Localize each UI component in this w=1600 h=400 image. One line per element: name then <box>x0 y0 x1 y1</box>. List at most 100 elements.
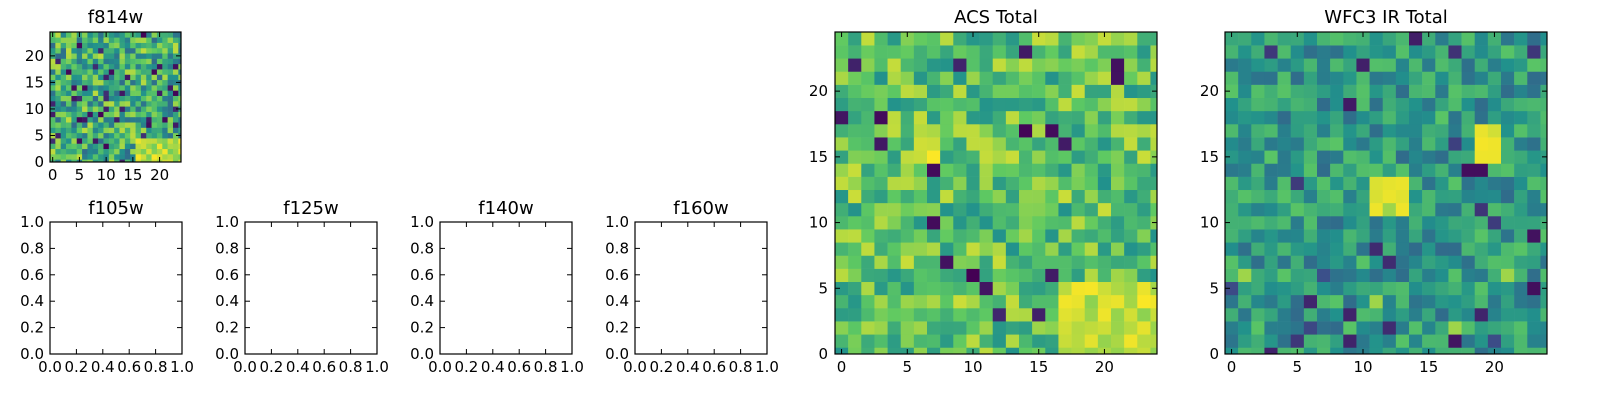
heatmap-cell <box>1111 255 1125 269</box>
heatmap-cell <box>1501 281 1515 296</box>
panel-title-acs-total: ACS Total <box>954 7 1038 28</box>
heatmap-cell <box>66 47 72 54</box>
heatmap-cell <box>124 106 131 112</box>
heatmap-cell <box>1382 84 1397 99</box>
heatmap-cell <box>1395 71 1410 85</box>
heatmap-cell <box>1058 268 1072 283</box>
heatmap-cell <box>1369 202 1384 217</box>
panel-title-f125w: f125w <box>283 198 338 219</box>
heatmap-cell <box>1111 32 1125 46</box>
heatmap-cell <box>1251 45 1265 59</box>
heatmap-cell <box>1124 176 1138 191</box>
heatmap-cell <box>119 154 126 160</box>
heatmap-cell <box>1422 163 1436 177</box>
x-tick-label: 0.2 <box>259 358 283 376</box>
heatmap-cell <box>848 45 862 59</box>
heatmap-cell <box>1058 229 1072 243</box>
heatmap-cell <box>900 229 915 243</box>
heatmap-cell <box>1422 150 1436 164</box>
heatmap-cell <box>1474 58 1489 72</box>
heatmap-cell <box>1019 308 1033 322</box>
heatmap-cell <box>979 32 994 46</box>
heatmap-cell <box>108 90 115 96</box>
heatmap-cell <box>1382 229 1397 243</box>
plot-area <box>50 222 182 354</box>
heatmap-cell <box>835 97 849 112</box>
heatmap-cell <box>82 42 88 49</box>
heatmap-cell <box>1395 268 1410 283</box>
heatmap-cell <box>156 132 163 139</box>
heatmap-cell <box>1330 45 1344 59</box>
heatmap-cell <box>98 53 104 59</box>
heatmap-cell <box>900 124 915 138</box>
heatmap-cell <box>178 58 182 65</box>
heatmap-cell <box>874 268 888 283</box>
heatmap-cell <box>167 63 174 70</box>
heatmap-cell <box>1019 334 1033 348</box>
heatmap-cell <box>76 47 83 54</box>
heatmap-cell <box>167 143 174 150</box>
heatmap-cell <box>82 143 88 150</box>
heatmap-cell <box>66 159 72 163</box>
heatmap-cell <box>874 242 888 256</box>
heatmap-cell <box>1422 97 1436 112</box>
heatmap-cell <box>927 58 941 72</box>
heatmap-cell <box>114 95 120 102</box>
heatmap-cell <box>130 90 136 96</box>
heatmap-cell <box>55 32 61 38</box>
heatmap-cell <box>151 85 158 91</box>
heatmap-cell <box>1474 189 1489 204</box>
heatmap-cell <box>1382 32 1397 46</box>
heatmap-cell <box>178 74 182 81</box>
x-tick-label: 1.0 <box>170 358 194 376</box>
heatmap-cell <box>913 229 928 243</box>
heatmap-cell <box>979 242 994 256</box>
heatmap-cell <box>119 79 126 86</box>
heatmap-cell <box>1474 110 1489 125</box>
heatmap-cell <box>66 90 72 96</box>
heatmap-cell <box>87 159 94 163</box>
heatmap-cell <box>167 148 174 155</box>
heatmap-cell <box>119 37 126 43</box>
heatmap-cell <box>1474 255 1489 269</box>
x-tick-label: 10 <box>963 358 982 376</box>
heatmap-cell <box>1317 242 1331 256</box>
heatmap-cell <box>50 127 56 134</box>
heatmap-cell <box>1448 229 1462 243</box>
heatmap-cell <box>1058 202 1072 217</box>
heatmap-cell <box>1395 281 1410 296</box>
heatmap-cell <box>1290 110 1305 125</box>
heatmap-cell <box>172 95 179 102</box>
heatmap-cell <box>1019 176 1033 191</box>
plot-area <box>245 222 377 354</box>
heatmap-cell <box>1150 58 1158 72</box>
heatmap-cell <box>1251 281 1265 296</box>
heatmap-cell <box>1487 71 1502 85</box>
heatmap-cell <box>156 100 163 107</box>
heatmap-cell <box>92 74 99 81</box>
heatmap-cell <box>1382 124 1397 138</box>
y-tick-label: 0 <box>818 345 828 363</box>
heatmap-cell <box>1225 58 1239 72</box>
heatmap-cell <box>146 106 152 112</box>
heatmap-cell <box>71 116 78 123</box>
heatmap-cell <box>135 90 142 96</box>
heatmap-cell <box>1137 45 1151 59</box>
heatmap-cell <box>1369 229 1384 243</box>
heatmap-cell <box>1356 216 1370 230</box>
heatmap-cell <box>108 63 115 70</box>
heatmap-cell <box>1251 84 1265 99</box>
heatmap-cell <box>1084 110 1099 125</box>
heatmap-cell <box>1448 321 1462 335</box>
heatmap-cell <box>178 95 182 102</box>
x-tick-label: 0.6 <box>507 358 531 376</box>
heatmap-cell <box>1032 268 1046 283</box>
heatmap-cell <box>146 69 152 75</box>
heatmap-cell <box>162 53 168 59</box>
heatmap-cell <box>1238 294 1252 309</box>
heatmap-cell <box>124 100 131 107</box>
heatmap-cell <box>178 116 182 123</box>
heatmap-cell <box>1461 163 1476 177</box>
heatmap-cell <box>146 74 152 81</box>
heatmap-cell <box>71 132 78 139</box>
